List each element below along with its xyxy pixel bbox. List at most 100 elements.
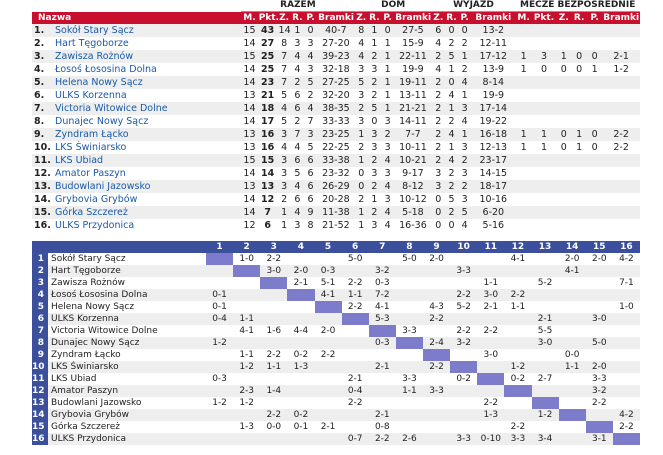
team-link[interactable]: Amator Paszyn <box>55 168 126 179</box>
team-link[interactable]: Sokół Stary Sącz <box>55 25 134 36</box>
matrix-row: 4 Łosoś Łososina Dolna 0-1 4-1 1-1 7-2 2-2 3-0 2… <box>32 289 640 301</box>
stat-cell-mbr <box>602 180 640 193</box>
team-link[interactable]: Zyndram Łącko <box>55 129 129 140</box>
stat-cell-abr: 13-9 <box>471 63 516 76</box>
header-p: P. <box>303 11 318 24</box>
matrix-result-cell <box>395 265 423 277</box>
matrix-result-cell: 1-1 <box>260 361 288 373</box>
matrix-row-number: 13 <box>32 397 48 409</box>
matrix-result-cell <box>423 265 451 277</box>
matrix-result-cell: 5-2 <box>450 301 478 313</box>
stat-cell-hr: 3 <box>367 167 382 180</box>
team-link[interactable]: Budowlani Jazowsko <box>55 181 151 192</box>
matrix-row-number: 3 <box>32 277 48 289</box>
stat-cell-abr: 13-2 <box>471 24 516 37</box>
matrix-result-cell: 2-2 <box>504 289 532 301</box>
stat-cell-az: 2 <box>431 102 445 115</box>
team-link[interactable]: ULKS Przydonica <box>55 220 135 231</box>
stat-cell-abr: 6-20 <box>471 206 516 219</box>
matrix-result-cell: 2-1 <box>341 373 369 385</box>
team-link[interactable]: Grybovia Grybów <box>55 194 138 205</box>
stat-cell-mp: 0 <box>586 141 603 154</box>
stat-cell-hp: 2 <box>381 128 395 141</box>
stat-cell-mpkt <box>531 193 557 206</box>
matrix-result-cell <box>423 277 451 289</box>
stat-cell-mr: 1 <box>571 128 587 141</box>
stat-cell-hz: 1 <box>354 154 368 167</box>
matrix-result-cell: 0-2 <box>504 373 532 385</box>
group-dom: DOM <box>354 0 432 12</box>
matrix-result-cell: 4-1 <box>233 325 261 337</box>
matrix-team-name: Sokół Stary Sącz <box>48 253 206 265</box>
team-link[interactable]: Victoria Witowice Dolne <box>55 103 168 114</box>
stat-cell-hr: 3 <box>367 219 382 232</box>
team-link[interactable]: Dunajec Nowy Sącz <box>55 116 149 127</box>
matrix-result-cell <box>368 253 396 265</box>
stat-cell-mp <box>586 180 603 193</box>
matrix-result-cell: 1-0 <box>233 253 261 265</box>
stat-cell-z: 3 <box>277 167 291 180</box>
team-link[interactable]: Łosoś Łososina Dolna <box>55 64 157 75</box>
stat-cell-p: 9 <box>303 206 318 219</box>
team-link[interactable]: ULKS Korzenna <box>55 90 127 101</box>
stat-cell-hr: 3 <box>367 63 382 76</box>
matrix-result-cell: 0-2 <box>450 373 478 385</box>
stat-cell-br: 39-23 <box>317 50 355 63</box>
stat-cell-mr <box>571 206 587 219</box>
stat-cell-abr: 16-18 <box>471 128 516 141</box>
stat-cell-ar: 1 <box>444 63 459 76</box>
stat-cell-abr: 23-17 <box>471 154 516 167</box>
matrix-result-cell: 1-1 <box>341 289 369 301</box>
matrix-row: 7 Victoria Witowice Dolne 4-1 1-6 4-4 2-0 3-3 2… <box>32 325 640 337</box>
stat-cell-p: 5 <box>303 76 318 89</box>
stat-cell-az: 0 <box>431 193 445 206</box>
stat-cell-hz: 3 <box>354 89 368 102</box>
stat-cell-ar: 2 <box>444 180 459 193</box>
stat-cell-z: 4 <box>277 102 291 115</box>
matrix-diagonal-cell <box>395 337 423 349</box>
header-bramki: Bramki <box>317 11 355 24</box>
stat-cell-az: 0 <box>431 219 445 232</box>
team-link[interactable]: LKS Ubiad <box>55 155 104 166</box>
matrix-team-name: Hart Tęgoborze <box>48 265 206 277</box>
header-dom-r: R. <box>367 11 382 24</box>
matrix-result-cell <box>450 277 478 289</box>
team-link[interactable]: Hart Tęgoborze <box>55 38 129 49</box>
team-cell: Amator Paszyn <box>54 167 242 180</box>
matrix-result-cell <box>477 385 505 397</box>
matrix-result-cell: 2-2 <box>314 349 342 361</box>
matrix-row: 10 LKS Świniarsko 1-2 1-1 1-3 2-1 2-2 1-2 1-1 2-0 <box>32 361 640 373</box>
stat-cell-hbr: 13-11 <box>394 89 432 102</box>
stat-cell-mm: 1 <box>515 141 532 154</box>
matrix-row-number: 9 <box>32 349 48 361</box>
matrix-row: 2 Hart Tęgoborze 3-0 2-0 0-3 3-2 3-3 4-1 <box>32 265 640 277</box>
stat-cell-mm: 1 <box>515 128 532 141</box>
team-link[interactable]: LKS Świniarsko <box>55 142 127 153</box>
stat-cell-mbr <box>602 102 640 115</box>
matrix-column-number: 15 <box>585 241 613 253</box>
team-link[interactable]: Helena Nowy Sącz <box>55 77 143 88</box>
matrix-result-cell <box>450 385 478 397</box>
stat-cell-mpkt <box>531 24 557 37</box>
header-z: Z. <box>277 11 291 24</box>
matrix-row-number: 6 <box>32 313 48 325</box>
stat-cell-mpkt: 0 <box>531 63 557 76</box>
stat-cell-abr: 14-15 <box>471 167 516 180</box>
results-matrix: 1 2 3 4 5 6 7 8 9 10 11 12 13 14 15 16 1 Sokół Stary Sąc… <box>32 241 640 445</box>
team-link[interactable]: Zawisza Rożnów <box>55 51 134 62</box>
stat-cell-hp: 3 <box>381 141 395 154</box>
matrix-result-cell <box>450 349 478 361</box>
matrix-row: 12 Amator Paszyn 2-3 1-4 0-4 1-1 3-3 3-2 <box>32 385 640 397</box>
stat-cell-mz <box>556 37 572 50</box>
stat-cell-mr <box>571 76 587 89</box>
stat-cell-mz: 0 <box>556 63 572 76</box>
stat-cell-m: 14 <box>241 102 258 115</box>
stat-cell-ar: 1 <box>444 102 459 115</box>
stat-cell-mm <box>515 76 532 89</box>
stat-cell-p: 5 <box>303 141 318 154</box>
matrix-result-cell: 3-0 <box>477 289 505 301</box>
stat-cell-mp <box>586 89 603 102</box>
stat-cell-mr <box>571 89 587 102</box>
stat-cell-m: 14 <box>241 115 258 128</box>
team-link[interactable]: Górka Szczereż <box>55 207 128 218</box>
